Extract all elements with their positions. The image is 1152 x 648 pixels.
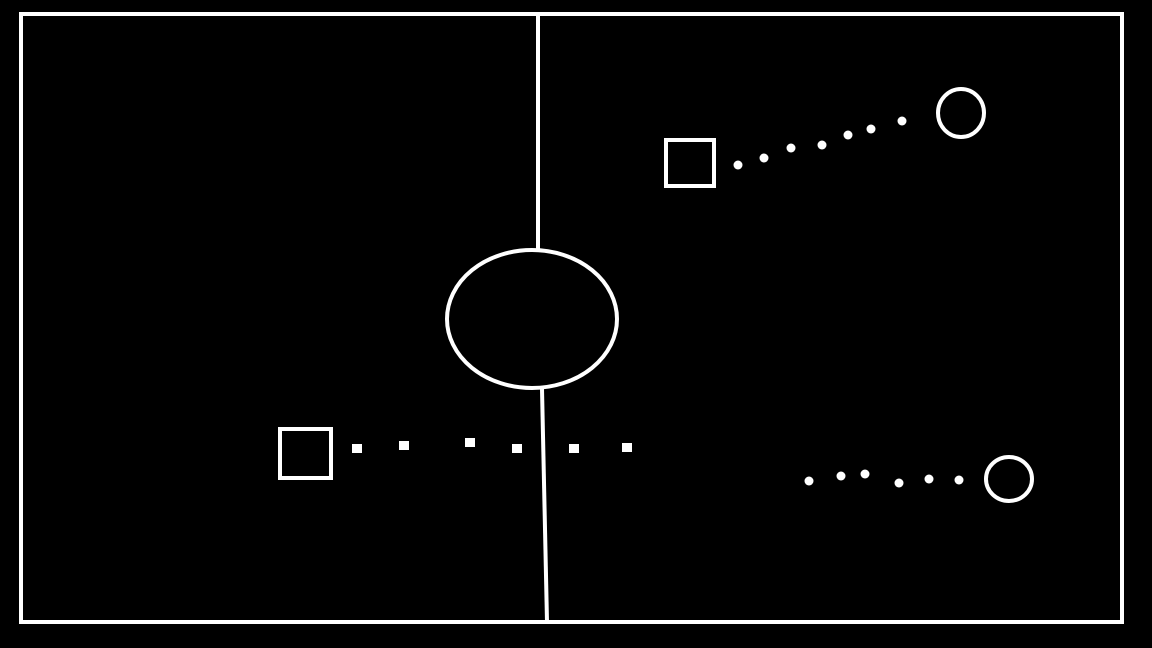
trail-dot xyxy=(733,160,743,170)
trail-dot xyxy=(786,143,796,153)
trail-square xyxy=(512,444,522,453)
trail-square xyxy=(569,444,579,453)
center-circle xyxy=(445,248,619,390)
trail-dot xyxy=(843,130,853,140)
trail-dot xyxy=(759,153,769,163)
trail-dot xyxy=(804,476,814,486)
trail-square xyxy=(465,438,475,447)
trail-square xyxy=(622,443,632,452)
player-circle-bottom xyxy=(984,455,1034,503)
trail-dot xyxy=(817,140,827,150)
trail-square xyxy=(352,444,362,453)
trail-dot xyxy=(836,471,846,481)
trail-dot xyxy=(894,478,904,488)
player-circle-top xyxy=(936,87,986,139)
trail-bottom xyxy=(804,469,964,488)
field-boundary xyxy=(19,12,1124,624)
trail-dot xyxy=(954,475,964,485)
halfway-line-bottom xyxy=(540,388,549,623)
trail-middle xyxy=(352,438,632,453)
trail-dot xyxy=(897,116,907,126)
trail-dot xyxy=(924,474,934,484)
trail-dot xyxy=(866,124,876,134)
trail-dot xyxy=(860,469,870,479)
trail-top xyxy=(733,116,907,170)
player-square-bottom xyxy=(278,427,333,480)
trail-square xyxy=(399,441,409,450)
player-square-top xyxy=(664,138,716,188)
